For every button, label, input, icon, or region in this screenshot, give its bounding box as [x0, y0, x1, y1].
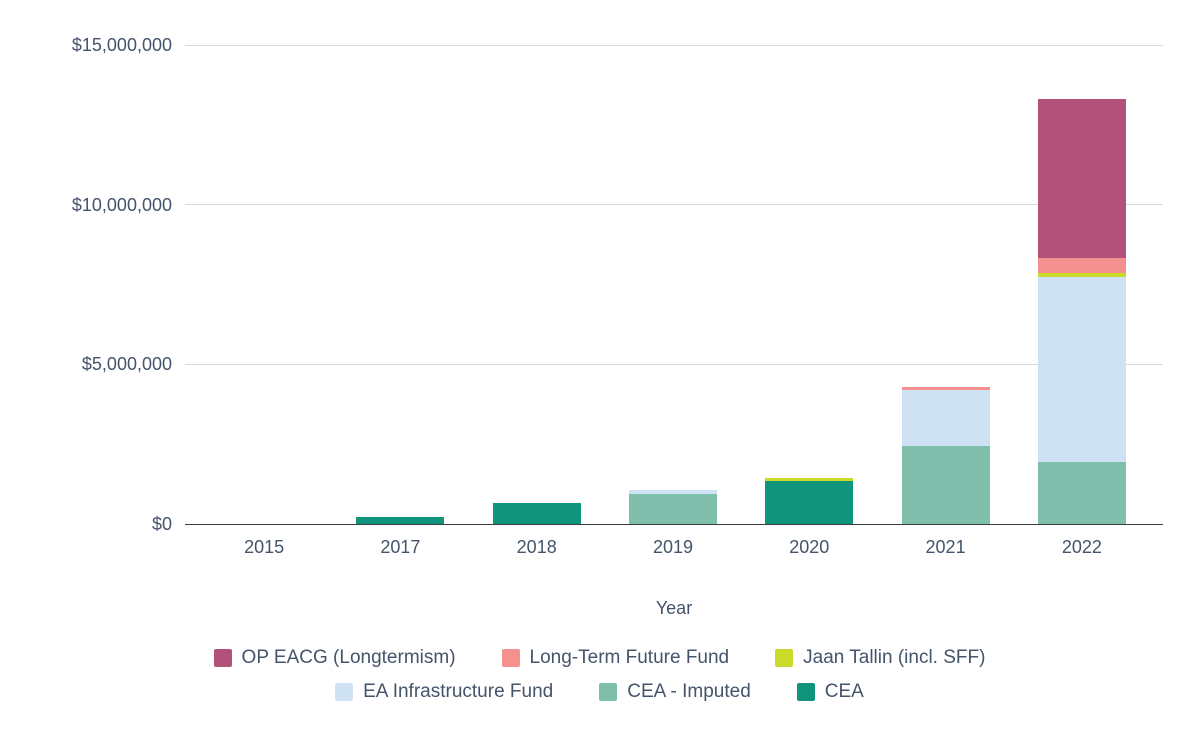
- legend-swatch: [775, 648, 794, 667]
- legend-item-jaan-tallin-incl-sff[interactable]: Jaan Tallin (incl. SFF): [775, 646, 985, 669]
- gridline: [185, 204, 1163, 206]
- y-tick-label: $5,000,000: [81, 354, 172, 375]
- legend-item-cea[interactable]: CEA: [796, 680, 864, 703]
- gridline: [185, 44, 1163, 46]
- x-tick-label-2019: 2019: [652, 537, 694, 557]
- y-tick-label: $15,000,000: [71, 35, 172, 55]
- y-tick-label: $0: [151, 514, 172, 534]
- bar-segment-2022-ea-infrastructure-fund: [1037, 276, 1126, 462]
- x-tick-label-2021: 2021: [925, 537, 966, 557]
- legend-item-cea-imputed[interactable]: CEA - Imputed: [599, 680, 751, 703]
- bar-segment-2017-cea: [356, 516, 445, 524]
- bar-segment-2020-jaan-tallin-incl-sff: [765, 478, 854, 481]
- bar-segment-2018-cea: [492, 503, 581, 524]
- legend-label: Long-Term Future Fund: [529, 647, 730, 668]
- legend-label: OP EACG (Longtermism): [241, 647, 456, 668]
- legend-row: EA Infrastructure Fund CEA - Imputed CEA: [335, 680, 864, 703]
- legend-swatch: [599, 682, 618, 701]
- legend-label: EA Infrastructure Fund: [363, 681, 554, 702]
- legend: OP EACG (Longtermism) Long-Term Future Fu…: [0, 646, 1199, 703]
- bar-segment-2019-cea-imputed: [629, 493, 717, 524]
- y-tick-label: $10,000,000: [71, 194, 172, 215]
- x-tick-label-2018: 2018: [516, 537, 557, 557]
- bar-segment-2021-long-term-future-fund: [901, 387, 990, 390]
- x-axis-line: [185, 523, 1163, 525]
- legend-swatch: [796, 682, 815, 701]
- x-tick-label-2017: 2017: [380, 537, 421, 557]
- legend-item-ea-infrastructure-fund[interactable]: EA Infrastructure Fund: [335, 680, 553, 703]
- bar-segment-2022-op-eacg-longtermism: [1037, 98, 1126, 259]
- bar-segment-2020-cea: [765, 480, 854, 524]
- legend-label: CEA: [824, 681, 864, 702]
- bar-segment-2019-ea-infrastructure-fund: [629, 489, 717, 494]
- legend-label: CEA - Imputed: [627, 681, 751, 702]
- legend-swatch: [501, 648, 520, 667]
- legend-label: Jaan Tallin (incl. SFF): [803, 647, 986, 668]
- bar-segment-2021-ea-infrastructure-fund: [901, 389, 990, 446]
- legend-item-op-eacg-longtermism[interactable]: OP EACG (Longtermism): [213, 646, 456, 669]
- gridline: [185, 363, 1163, 365]
- legend-item-long-term-future-fund[interactable]: Long-Term Future Fund: [501, 646, 730, 669]
- x-axis-title: Year: [655, 598, 693, 618]
- x-tick-label-2020: 2020: [789, 537, 830, 557]
- bar-segment-2022-cea-imputed: [1037, 461, 1126, 524]
- legend-swatch: [213, 648, 232, 667]
- legend-row: OP EACG (Longtermism) Long-Term Future Fu…: [213, 646, 985, 669]
- bar-segment-2022-long-term-future-fund: [1037, 258, 1126, 273]
- bar-segment-2022-jaan-tallin-incl-sff: [1037, 272, 1126, 277]
- legend-swatch: [335, 682, 354, 701]
- x-tick-label-2022: 2022: [1061, 537, 1102, 557]
- x-tick-label-2015: 2015: [244, 537, 285, 557]
- bar-segment-2021-cea-imputed: [901, 445, 990, 524]
